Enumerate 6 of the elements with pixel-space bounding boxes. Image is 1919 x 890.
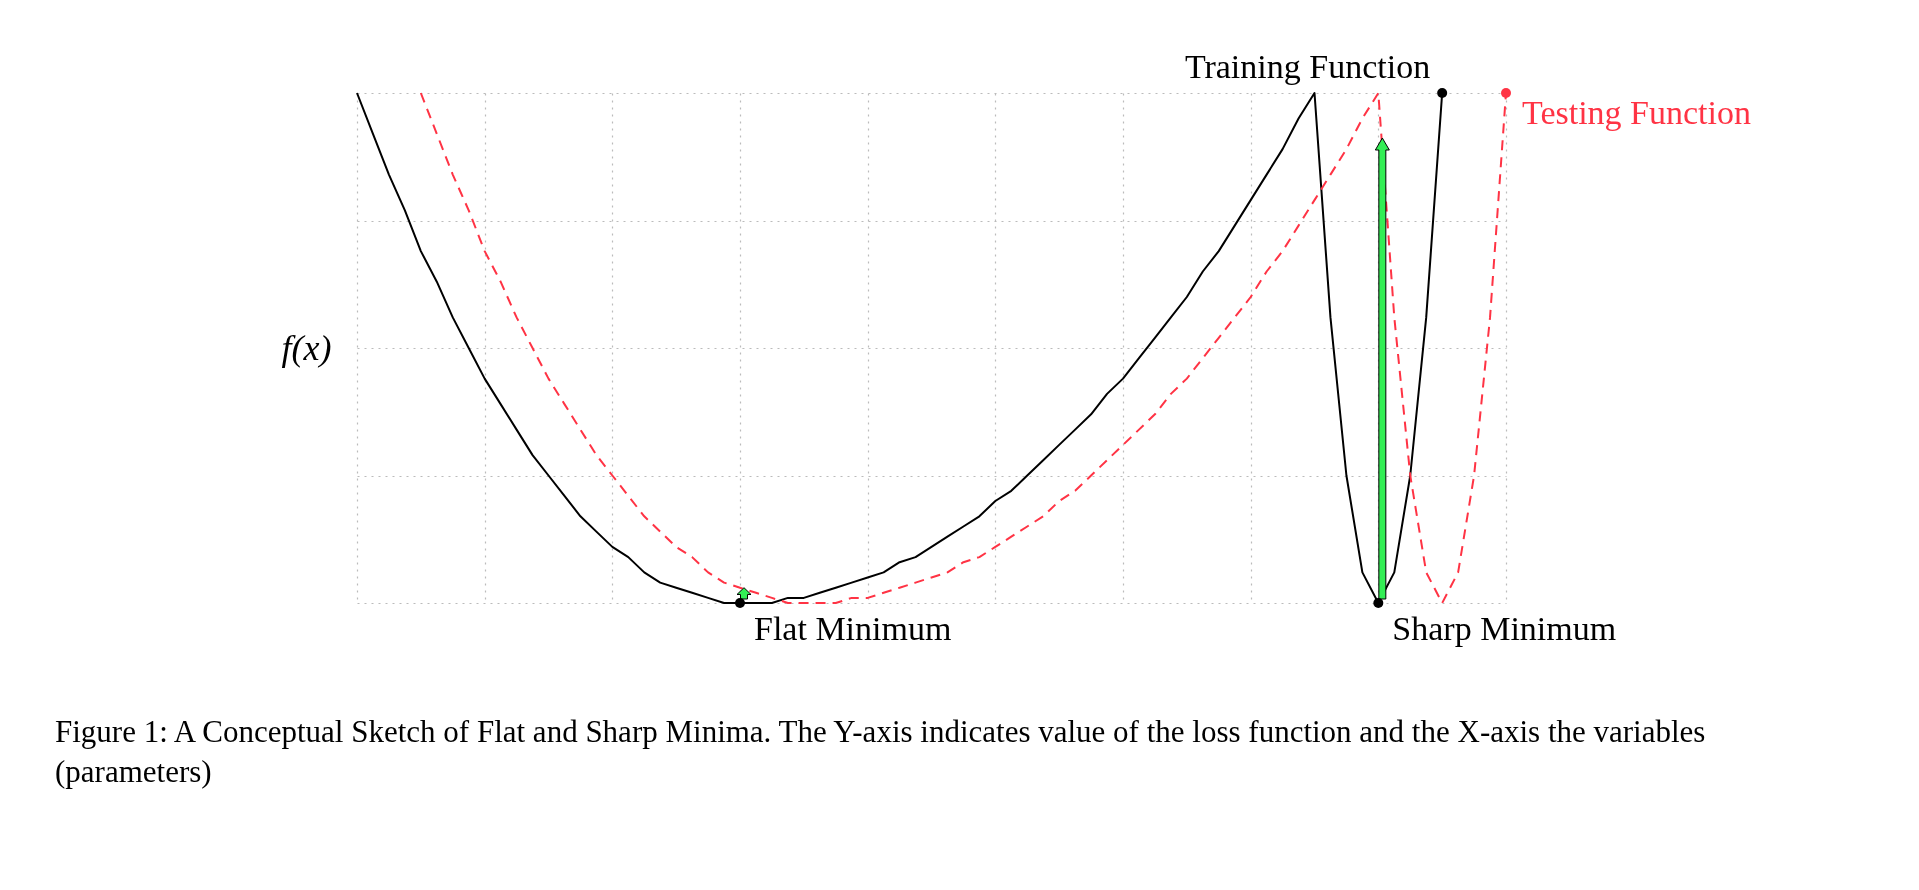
- y-axis-title: f(x): [281, 327, 332, 368]
- text: Flat Minimum: [754, 610, 952, 647]
- series-label: Training Function: [1184, 48, 1431, 85]
- series-label: Testing Function: [1522, 94, 1752, 131]
- text: Sharp Minimum: [1392, 610, 1617, 647]
- caption: Figure 1: A Conceptual Sketch of Flat and Sharp Minima. The Y-axis indicates value of the loss function and the X-axis the variables (parameters): [55, 713, 1707, 791]
